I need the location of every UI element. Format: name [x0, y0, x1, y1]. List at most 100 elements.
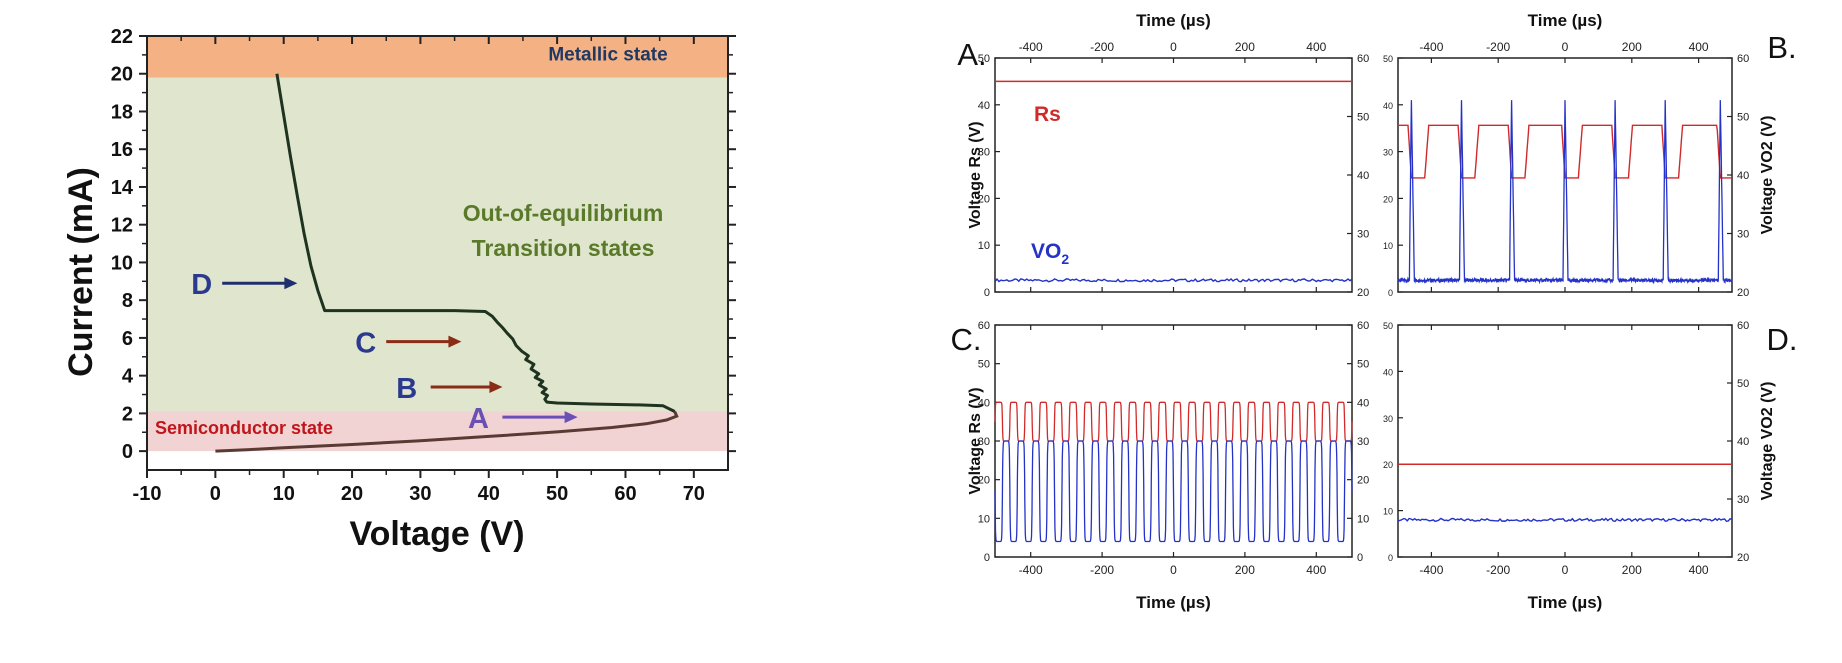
panel-d: -400 -200 0 200 400 0 10 20 30 40 50 20 30 40 50 60 Time… — [1383, 320, 1798, 612]
vo2-series-label: VO2 — [1031, 240, 1069, 267]
x-tick-label: 0 — [210, 483, 221, 505]
vo2-trace — [1397, 100, 1733, 285]
left-tick-label: 40 — [978, 100, 990, 112]
left-tick-label: 50 — [1383, 54, 1393, 64]
panel-a-ylabel: Voltage Rs (V) — [967, 121, 984, 228]
panel-frame — [1397, 324, 1733, 558]
metallic-region — [147, 36, 728, 78]
x-tick-label: 200 — [1622, 563, 1642, 577]
right-tick-label: 50 — [1357, 112, 1369, 124]
x-tick-label: 0 — [1562, 40, 1569, 54]
x-tick-label: -200 — [1486, 40, 1510, 54]
right-tick-label: 60 — [1737, 53, 1749, 65]
right-tick-label: 60 — [1357, 320, 1369, 332]
left-tick-label: 0 — [1388, 553, 1393, 563]
vo2-trace — [1397, 517, 1733, 523]
panel-a: -400 -200 0 200 400 0 10 20 30 40 50 20 30 40 50 60 Time… — [957, 11, 1369, 299]
x-tick-label: 0 — [1170, 563, 1177, 577]
metallic-state-label: Metallic state — [548, 45, 667, 66]
y-tick-label: 12 — [111, 215, 133, 237]
y-tick-label: 6 — [122, 328, 133, 350]
panel-d-letter: D. — [1767, 322, 1798, 357]
panel-c-letter: C. — [951, 322, 982, 357]
panel-c-ylabel: Voltage Rs (V) — [967, 387, 984, 494]
marker-d-letter: D — [191, 269, 212, 301]
right-tick-label: 40 — [1357, 170, 1369, 182]
y-tick-label: 16 — [111, 139, 133, 161]
right-tick-label: 50 — [1737, 378, 1749, 390]
right-tick-label: 50 — [1737, 112, 1749, 124]
x-tick-label: 400 — [1306, 40, 1326, 54]
left-tick-label: 10 — [978, 513, 990, 525]
left-tick-label: 30 — [1383, 148, 1393, 158]
panel-frame — [994, 57, 1353, 293]
left-tick-label: 20 — [978, 475, 990, 487]
right-tick-label: 20 — [1737, 287, 1749, 299]
right-tick-label: 10 — [1357, 513, 1369, 525]
x-tick-label: -400 — [1419, 40, 1443, 54]
left-tick-label: 0 — [984, 287, 990, 299]
x-tick-label: -400 — [1019, 40, 1043, 54]
iv-curve-semiconductor-branch — [215, 410, 679, 453]
x-tick-label: 200 — [1622, 40, 1642, 54]
x-tick-label: 400 — [1689, 563, 1709, 577]
x-tick-label: 0 — [1562, 563, 1569, 577]
right-tick-label: 30 — [1357, 229, 1369, 241]
left-tick-label: 50 — [978, 53, 990, 65]
x-tick-label: -200 — [1090, 563, 1114, 577]
rs-trace — [1398, 124, 1732, 179]
x-tick-label: -10 — [133, 483, 162, 505]
panel-d-ylabel: Voltage VO2 (V) — [1759, 382, 1776, 501]
x-tick-label: 200 — [1235, 563, 1255, 577]
x-tick-label: 0 — [1170, 40, 1177, 54]
y-axis-label: Current (mA) — [62, 167, 100, 377]
x-tick-label: 400 — [1306, 563, 1326, 577]
iv-plot-frame — [146, 35, 729, 471]
right-tick-label: 50 — [1357, 359, 1369, 371]
left-tick-label: 20 — [1383, 460, 1393, 470]
right-tick-label: 0 — [1357, 552, 1363, 564]
marker-b-arrowhead — [489, 380, 503, 393]
panel-a-time-label: Time (µs) — [1136, 11, 1211, 30]
iv-curve-transition-branch — [275, 73, 676, 413]
x-tick-label: -200 — [1486, 563, 1510, 577]
panel-b-letter: B. — [1767, 30, 1796, 65]
left-tick-label: 50 — [978, 359, 990, 371]
left-tick-label: 10 — [978, 240, 990, 252]
y-tick-label: 0 — [122, 441, 133, 463]
vo2-trace — [994, 277, 1353, 283]
right-tick-label: 60 — [1737, 320, 1749, 332]
left-tick-label: 30 — [978, 436, 990, 448]
transition-region — [147, 77, 728, 412]
left-tick-label: 10 — [1383, 507, 1393, 517]
y-tick-label: 4 — [122, 366, 134, 388]
panel-a-letter: A. — [957, 37, 986, 72]
x-tick-label: 60 — [614, 483, 636, 505]
right-tick-label: 20 — [1357, 287, 1369, 299]
panel-d-time-label: Time (µs) — [1528, 593, 1603, 612]
x-tick-label: -400 — [1019, 563, 1043, 577]
iv-chart: Metallic state Out-of-equilibrium Transiti… — [62, 26, 736, 553]
y-tick-label: 20 — [111, 64, 133, 86]
semiconductor-region — [147, 411, 728, 452]
y-tick-label: 14 — [111, 177, 134, 199]
y-tick-label: 2 — [122, 403, 133, 425]
x-tick-label: -200 — [1090, 40, 1114, 54]
right-tick-label: 20 — [1737, 552, 1749, 564]
x-tick-label: 200 — [1235, 40, 1255, 54]
marker-b-letter: B — [396, 373, 417, 405]
marker-d-arrowhead — [284, 277, 298, 290]
vo2-trace — [994, 440, 1353, 543]
x-tick-label: 50 — [546, 483, 568, 505]
rs-series-label: Rs — [1034, 103, 1061, 126]
x-axis-label: Voltage (V) — [349, 515, 524, 553]
rs-trace — [994, 401, 1353, 442]
marker-c-arrowhead — [448, 335, 462, 348]
x-tick-label: 30 — [409, 483, 431, 505]
y-tick-label: 10 — [111, 252, 133, 274]
y-tick-label: 18 — [111, 101, 133, 123]
y-tick-label: 8 — [122, 290, 133, 312]
left-tick-label: 30 — [1383, 414, 1393, 424]
right-tick-label: 40 — [1737, 170, 1749, 182]
